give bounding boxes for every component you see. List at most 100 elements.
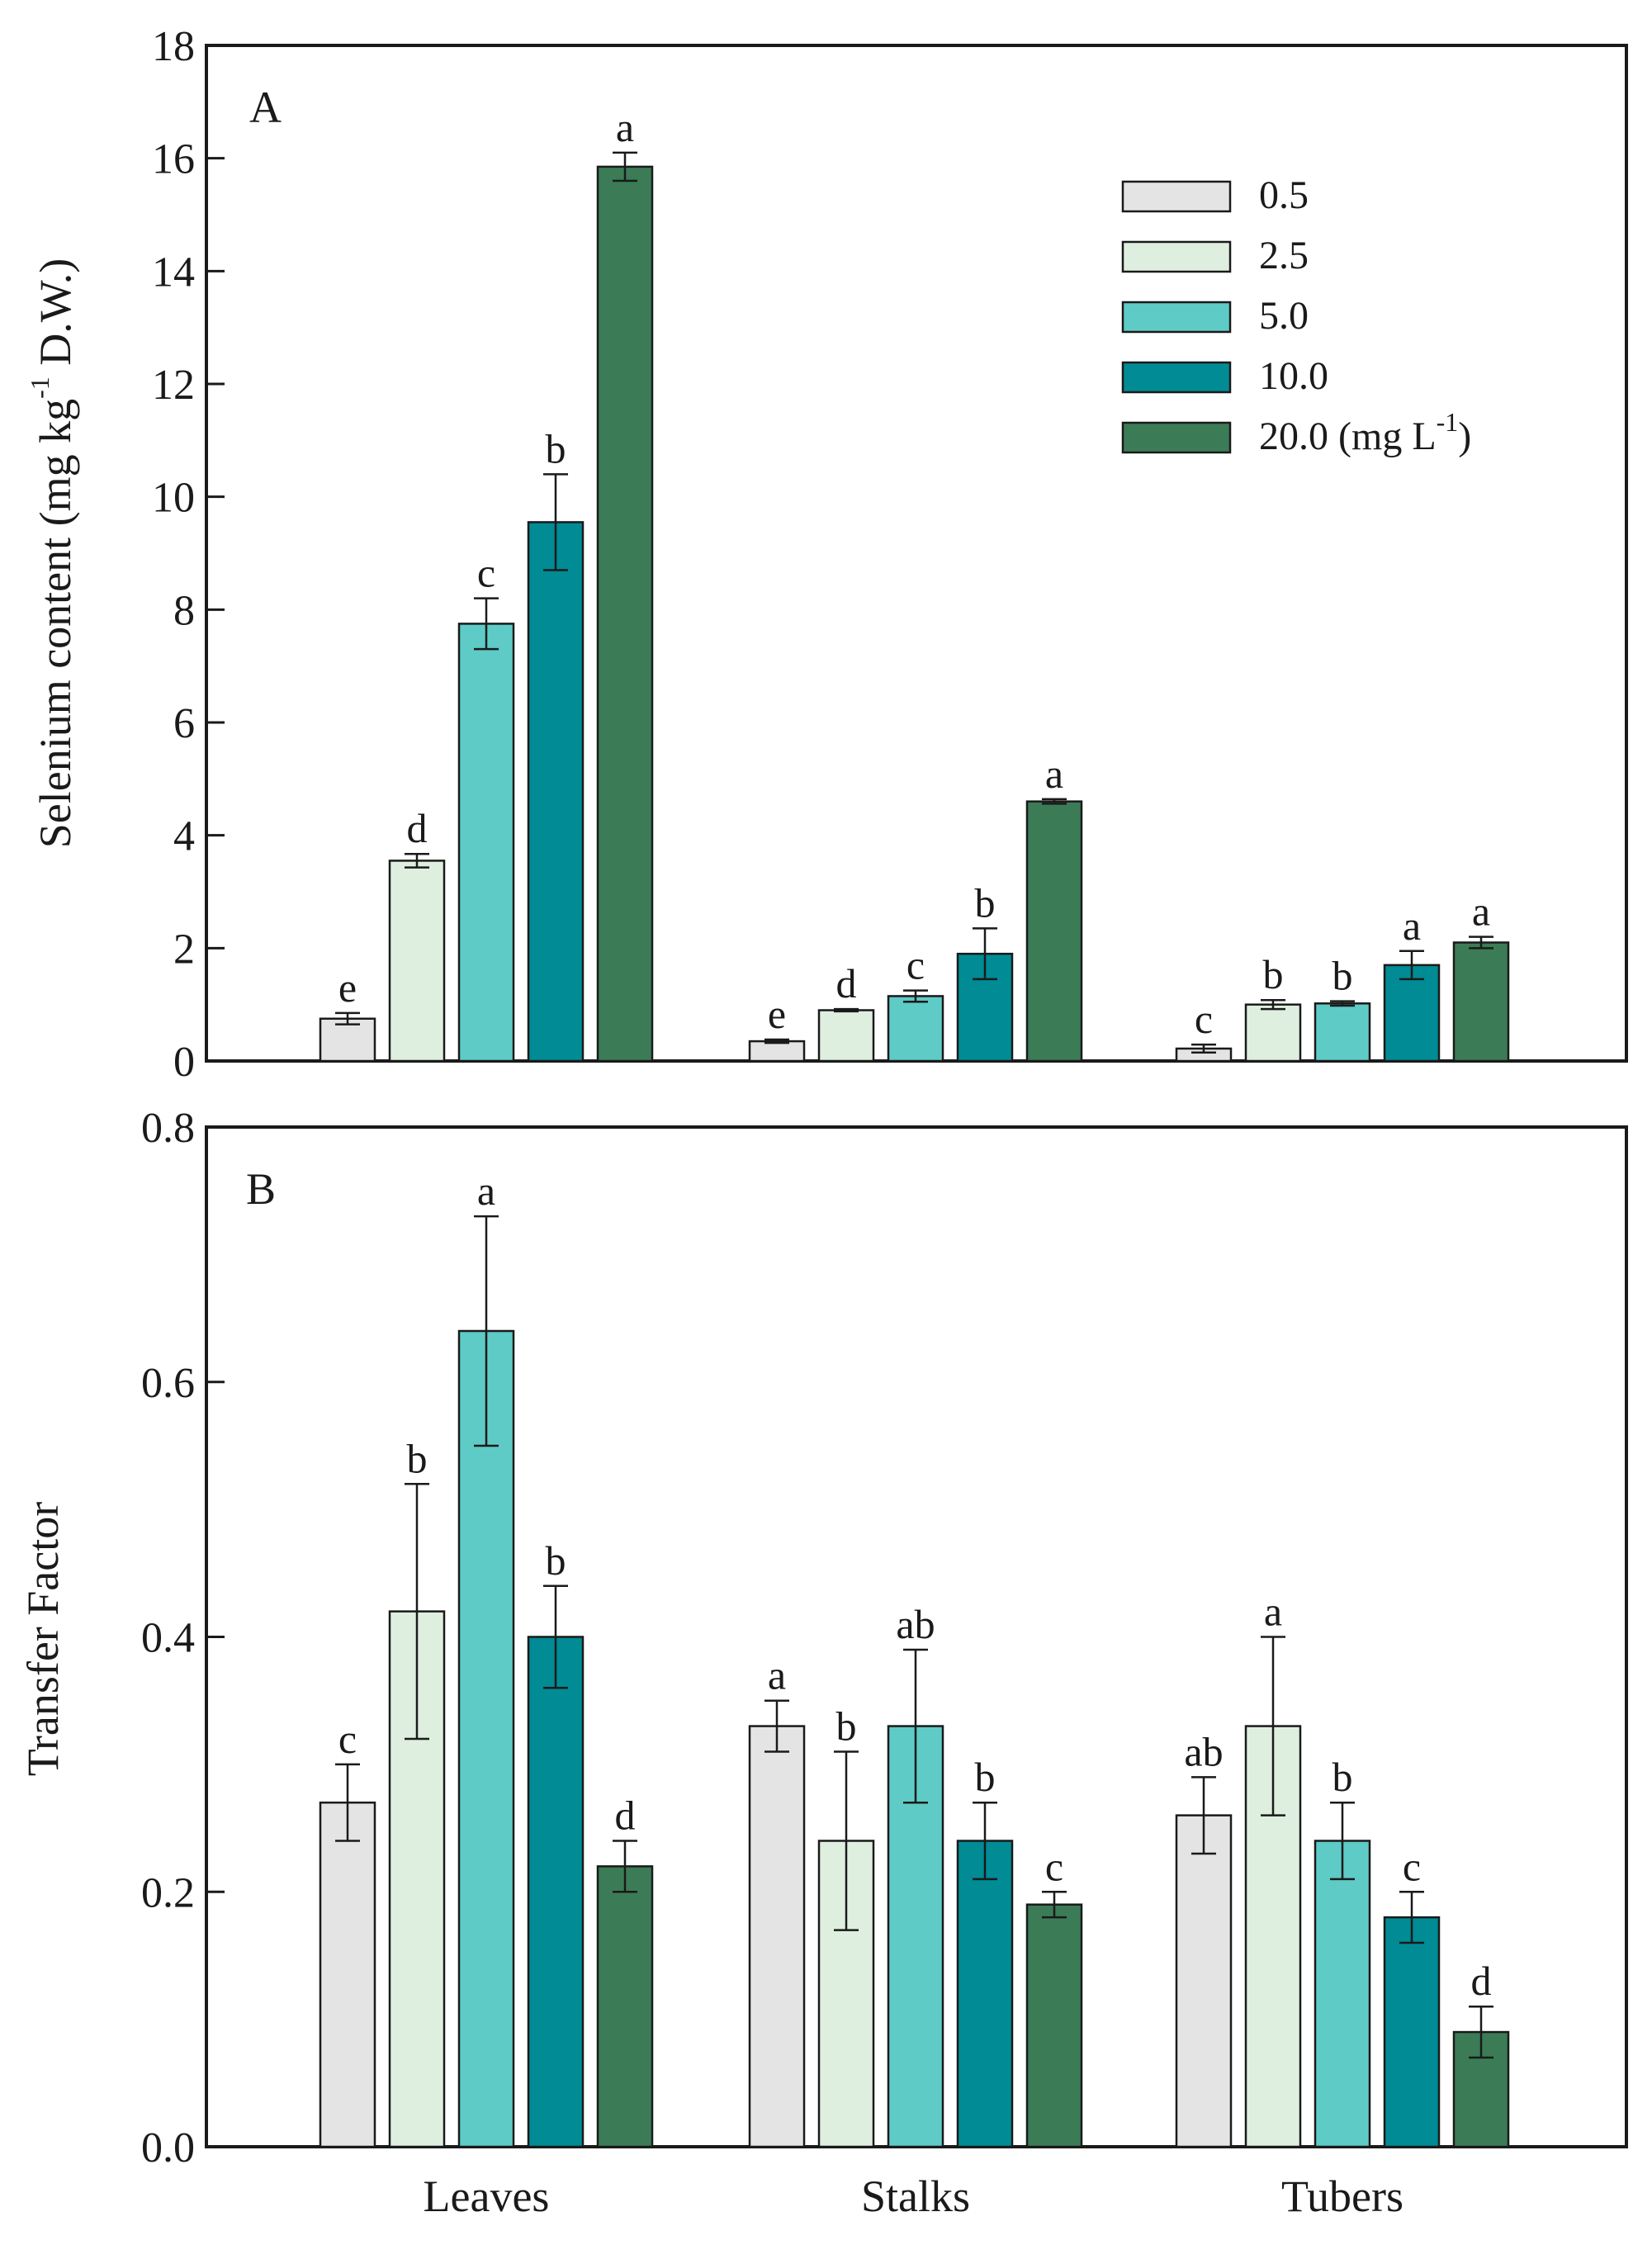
error-bar <box>335 1011 360 1025</box>
bar-stalks-2.5 <box>817 1009 875 1063</box>
legend-item: 2.5 <box>1121 234 1309 277</box>
error-bar <box>543 1584 568 1689</box>
significance-letter: d <box>615 1793 636 1839</box>
y-tick-label: 0.2 <box>141 1869 195 1916</box>
legend-label: 10.0 <box>1259 354 1328 398</box>
x-axis-category-labels: Leaves Stalks Tubers <box>424 2172 1403 2221</box>
legend-item: 5.0 <box>1121 294 1309 338</box>
significance-letter: a <box>1472 888 1490 935</box>
error-bar <box>405 852 429 869</box>
significance-letter: ab <box>896 1601 935 1647</box>
error-bar <box>613 151 637 182</box>
panel-b-y-ticks: 0.0 0.2 0.4 0.6 0.8 <box>141 1105 225 2172</box>
significance-letter: b <box>546 1537 566 1584</box>
bar-leaves-5.0 <box>457 1329 515 2148</box>
bar-tubers-10.0 <box>1383 964 1441 1063</box>
bar-leaves-10.0 <box>527 521 585 1063</box>
legend-swatch <box>1121 361 1232 394</box>
panel-a: A Selenium content (mg kg-1 D.W.) 0 2 4 6 8 1… <box>25 23 1628 1086</box>
error-bar <box>1330 1000 1355 1007</box>
legend-label: 2.5 <box>1259 234 1309 277</box>
bar-stalks-0.5 <box>748 1725 806 2148</box>
significance-letter: a <box>477 1167 495 1214</box>
significance-letter: ab <box>1184 1728 1223 1774</box>
significance-letter: b <box>975 1754 996 1800</box>
significance-letter: e <box>338 964 357 1011</box>
y-tick-label: 14 <box>152 249 195 296</box>
y-tick-label: 8 <box>173 587 195 634</box>
legend-swatch <box>1121 301 1232 334</box>
significance-letter: b <box>1263 951 1284 997</box>
error-bar <box>834 1007 859 1013</box>
error-bar <box>543 473 568 571</box>
legend-swatch <box>1121 240 1232 273</box>
panel-a-y-axis-title: Selenium content (mg kg-1 D.W.) <box>25 258 80 849</box>
significance-letter: b <box>407 1435 428 1481</box>
y-tick-label: 0.0 <box>141 2124 195 2172</box>
bar-stalks-20.0 <box>1025 1903 1083 2148</box>
panel-a-label: A <box>249 83 282 132</box>
error-bar <box>1261 998 1285 1011</box>
significance-letter: a <box>1403 902 1421 949</box>
y-tick-label: 0 <box>173 1039 195 1086</box>
bar-tubers-0.5 <box>1175 1814 1233 2148</box>
bar-leaves-2.5 <box>388 860 446 1063</box>
significance-letter: a <box>1264 1589 1282 1635</box>
legend-label: 20.0 (mg L-1) <box>1259 407 1471 458</box>
bar-leaves-20.0 <box>596 165 654 1063</box>
y-tick-label: 6 <box>173 700 195 747</box>
significance-letter: b <box>975 879 996 926</box>
significance-letter: b <box>1332 953 1353 999</box>
bar-stalks-0.5 <box>748 1040 806 1063</box>
legend-label: 0.5 <box>1259 173 1309 217</box>
significance-letter: b <box>546 425 566 471</box>
category-label-tubers: Tubers <box>1281 2172 1403 2221</box>
bar-tubers-5.0 <box>1314 1002 1371 1063</box>
significance-letter: c <box>906 942 925 988</box>
error-bar <box>973 1801 997 1881</box>
error-bar <box>764 1699 789 1753</box>
legend-swatch <box>1121 421 1232 454</box>
category-label-stalks: Stalks <box>861 2172 970 2221</box>
significance-letter: c <box>1045 1843 1063 1889</box>
significance-letter: a <box>1045 751 1063 797</box>
error-bar <box>1261 1636 1285 1816</box>
legend-label: 5.0 <box>1259 294 1309 338</box>
error-bar <box>405 1483 429 1741</box>
error-bar <box>1191 1043 1216 1054</box>
error-bar <box>973 927 997 981</box>
error-bar <box>1399 950 1424 981</box>
panel-b-y-axis-title: Transfer Factor <box>18 1502 68 1776</box>
error-bar <box>1469 2005 1493 2059</box>
panel-a-bars: e d c b a e d c b a c b b a a <box>319 104 1510 1063</box>
y-tick-label: 0.4 <box>141 1615 195 1662</box>
significance-letter: a <box>616 104 634 150</box>
y-tick-label: 4 <box>173 813 195 860</box>
significance-letter: b <box>836 1703 857 1749</box>
significance-letter: d <box>1471 1958 1492 2004</box>
y-tick-label: 0.6 <box>141 1360 195 1407</box>
error-bar <box>613 1840 637 1893</box>
significance-letter: a <box>768 1652 786 1698</box>
y-tick-label: 10 <box>152 475 195 522</box>
panel-b: B Transfer Factor 0.00.20.40.60.8 cbabda… <box>18 1105 1628 2172</box>
significance-letter: c <box>1195 996 1213 1042</box>
error-bar <box>903 1648 928 1804</box>
error-bar <box>764 1038 789 1044</box>
bar-leaves-0.5 <box>319 1801 376 2148</box>
error-bar <box>1042 798 1067 805</box>
error-bar <box>1399 1891 1424 1944</box>
category-label-leaves: Leaves <box>424 2172 550 2221</box>
bar-stalks-5.0 <box>887 995 944 1063</box>
error-bar <box>474 597 499 651</box>
bar-tubers-10.0 <box>1383 1916 1441 2148</box>
panel-a-y-ticks: 0 2 4 6 8 10 12 14 16 18 <box>152 23 225 1086</box>
error-bar <box>903 989 928 1003</box>
bar-leaves-0.5 <box>319 1017 376 1063</box>
y-tick-label: 0.8 <box>141 1105 195 1152</box>
bar-tubers-2.5 <box>1244 1003 1302 1063</box>
legend: 0.5 2.5 5.0 10.0 20.0 (mg L-1) <box>1121 173 1471 458</box>
bar-leaves-10.0 <box>527 1636 585 2148</box>
error-bar <box>1469 935 1493 950</box>
